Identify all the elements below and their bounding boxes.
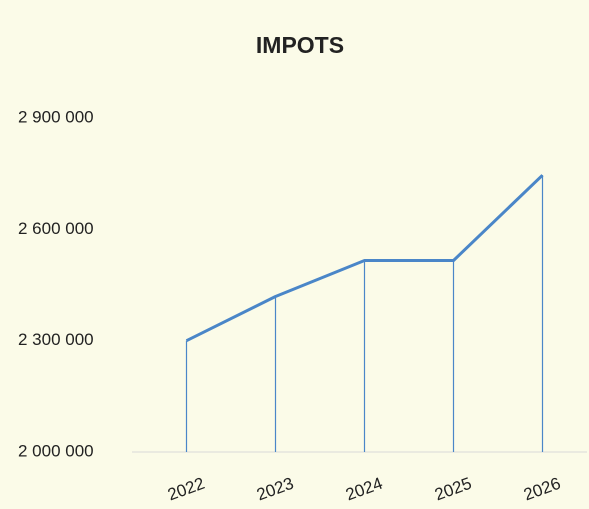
y-tick-label: 2 300 000 [18, 330, 94, 349]
chart-title: IMPOTS [256, 32, 344, 58]
y-tick-label: 2 600 000 [18, 219, 94, 238]
y-tick-label: 2 000 000 [18, 441, 94, 460]
line [185, 174, 544, 343]
y-tick-label: 2 900 000 [18, 107, 94, 126]
